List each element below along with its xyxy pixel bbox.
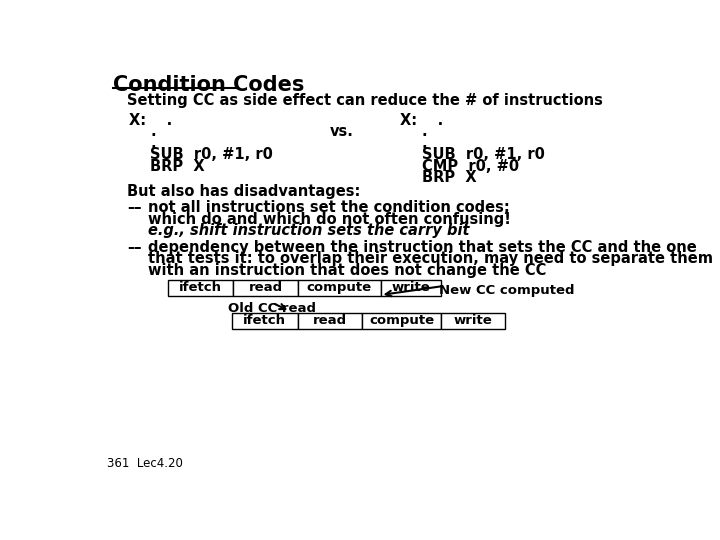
- Text: with an instruction that does not change the CC: with an instruction that does not change…: [148, 262, 546, 278]
- Text: read: read: [248, 281, 283, 294]
- Text: .: .: [422, 136, 428, 151]
- Polygon shape: [362, 313, 441, 329]
- Text: ifetch: ifetch: [179, 281, 222, 294]
- Text: ––: ––: [127, 240, 142, 254]
- Text: Old CC read: Old CC read: [228, 302, 316, 315]
- Text: write: write: [454, 314, 492, 327]
- Text: Condition Codes: Condition Codes: [113, 75, 305, 95]
- Polygon shape: [297, 280, 381, 296]
- Text: ––: ––: [127, 200, 142, 215]
- Text: dependency between the instruction that sets the CC and the one: dependency between the instruction that …: [148, 240, 697, 254]
- Text: .: .: [150, 124, 156, 139]
- Text: Setting CC as side effect can reduce the # of instructions: Setting CC as side effect can reduce the…: [127, 93, 603, 109]
- Text: .: .: [150, 136, 156, 151]
- Text: CMP  r0, #0: CMP r0, #0: [422, 159, 519, 174]
- Polygon shape: [233, 280, 297, 296]
- Polygon shape: [232, 313, 297, 329]
- Text: that tests it: to overlap their execution, may need to separate them: that tests it: to overlap their executio…: [148, 251, 713, 266]
- Text: read: read: [312, 314, 347, 327]
- Text: vs.: vs.: [330, 124, 354, 139]
- Polygon shape: [297, 313, 362, 329]
- Text: SUB  r0, #1, r0: SUB r0, #1, r0: [422, 147, 544, 162]
- Polygon shape: [168, 280, 233, 296]
- Text: .: .: [422, 124, 428, 139]
- Text: 361  Lec4.20: 361 Lec4.20: [107, 457, 183, 470]
- Text: X:    .: X: .: [129, 112, 172, 127]
- Text: X:    .: X: .: [400, 112, 444, 127]
- Text: compute: compute: [369, 314, 434, 327]
- Text: BRP  X: BRP X: [422, 170, 477, 185]
- Text: New CC computed: New CC computed: [438, 284, 575, 297]
- Polygon shape: [441, 313, 505, 329]
- Text: not all instructions set the condition codes;: not all instructions set the condition c…: [148, 200, 510, 215]
- Text: BRP  X: BRP X: [150, 159, 205, 174]
- Text: compute: compute: [307, 281, 372, 294]
- Text: ifetch: ifetch: [243, 314, 287, 327]
- Text: write: write: [392, 281, 431, 294]
- Polygon shape: [381, 280, 441, 296]
- Text: e.g., shift instruction sets the carry bit: e.g., shift instruction sets the carry b…: [148, 224, 469, 239]
- Text: SUB  r0, #1, r0: SUB r0, #1, r0: [150, 147, 274, 162]
- Text: which do and which do not often confusing!: which do and which do not often confusin…: [148, 212, 511, 227]
- Text: But also has disadvantages:: But also has disadvantages:: [127, 184, 361, 199]
